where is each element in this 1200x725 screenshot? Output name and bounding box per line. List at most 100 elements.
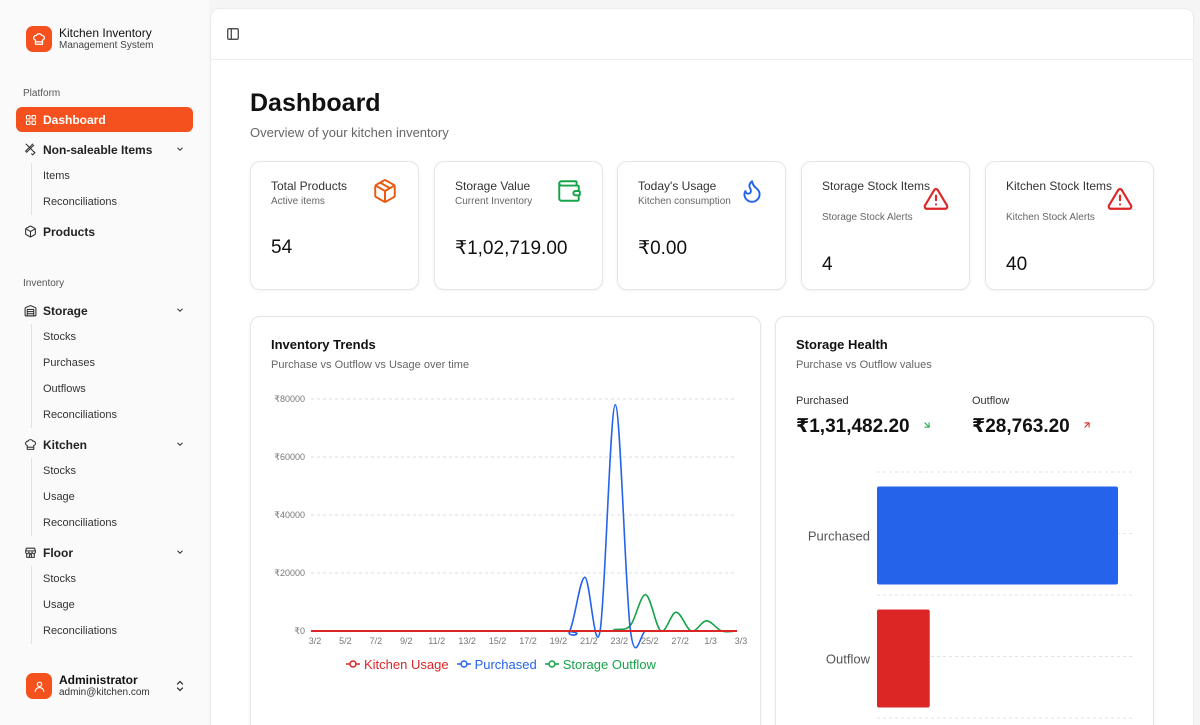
- series-line-purchased: [311, 403, 737, 649]
- x-tick-label: 27/2: [671, 636, 689, 646]
- x-tick-label: 15/2: [489, 636, 507, 646]
- stat-card-total-products[interactable]: Total Products Active items 54: [250, 161, 419, 290]
- stat-subtitle: Active items: [271, 196, 325, 207]
- sidebar-subitem-stocks[interactable]: Stocks: [43, 331, 77, 343]
- panel-title: Storage Health: [796, 337, 888, 352]
- stat-card-storage-stock-items[interactable]: Storage Stock Items Storage Stock Alerts…: [801, 161, 970, 290]
- sidebar-item-dashboard[interactable]: Dashboard: [16, 107, 193, 132]
- wallet-icon: [556, 178, 582, 204]
- stat-value: 40: [1006, 254, 1028, 275]
- y-tick-label: ₹20000: [274, 568, 305, 578]
- sidebar-subitem-stocks[interactable]: Stocks: [43, 465, 77, 477]
- stat-title: Storage Stock Items: [822, 179, 931, 193]
- sidebar-item-products[interactable]: Products: [16, 219, 193, 244]
- stat-card-storage-value[interactable]: Storage Value Current Inventory ₹1,02,71…: [434, 161, 603, 290]
- stat-value: 4: [822, 254, 833, 275]
- stat-card-kitchen-stock-items[interactable]: Kitchen Stock Items Kitchen Stock Alerts…: [985, 161, 1154, 290]
- chevron-down-icon[interactable]: [175, 439, 185, 449]
- arrow-up-right-icon: [1082, 419, 1092, 433]
- main-panel: Dashboard Overview of your kitchen inven…: [210, 8, 1194, 725]
- legend-item-storage-outflow[interactable]: Storage Outflow: [544, 657, 656, 672]
- chef-hat-icon: [24, 438, 37, 451]
- stat-title: Today's Usage: [638, 179, 717, 193]
- y-tick-label: ₹60000: [274, 452, 305, 462]
- sidebar-subitem-usage[interactable]: Usage: [43, 599, 75, 611]
- brand[interactable]: Kitchen Inventory Management System: [26, 26, 154, 52]
- user-avatar-icon: [26, 673, 52, 699]
- category-label: Purchased: [808, 529, 870, 544]
- utensils-crossed-icon: [24, 143, 37, 156]
- alert-triangle-icon: [1107, 186, 1133, 212]
- sidebar-subitem-reconciliations[interactable]: Reconciliations: [43, 517, 117, 529]
- x-tick-label: 3/2: [309, 636, 322, 646]
- chevron-down-icon[interactable]: [175, 547, 185, 557]
- sidebar-item-label: Floor: [43, 545, 73, 560]
- panel-subtitle: Purchase vs Outflow vs Usage over time: [271, 359, 470, 371]
- sidebar-subitem-reconciliations[interactable]: Reconciliations: [43, 409, 117, 421]
- legend-label: Storage Outflow: [562, 657, 656, 672]
- purchased-value: ₹1,31,482.20: [796, 416, 910, 437]
- store-icon: [24, 546, 37, 559]
- health-chart: Purchased Outflow: [808, 471, 1135, 719]
- legend-item-purchased[interactable]: Purchased: [456, 657, 537, 672]
- bar-outflow[interactable]: [877, 609, 930, 708]
- sidebar-subitem-outflows[interactable]: Outflows: [43, 383, 86, 395]
- app-subtitle: Management System: [59, 40, 154, 51]
- y-tick-label: ₹80000: [274, 394, 305, 404]
- chevrons-up-down-icon[interactable]: [174, 679, 186, 693]
- chevron-down-icon[interactable]: [175, 144, 185, 154]
- sidebar-item-floor[interactable]: Floor: [16, 540, 193, 565]
- section-label-platform: Platform: [23, 88, 61, 99]
- sidebar-subitem-reconciliations[interactable]: Reconciliations: [43, 625, 117, 637]
- panel-left-icon[interactable]: [226, 27, 240, 41]
- sidebar: Kitchen Inventory Management System Plat…: [0, 0, 209, 725]
- user-email: admin@kitchen.com: [59, 687, 150, 698]
- panel-subtitle: Purchase vs Outflow values: [796, 359, 932, 371]
- package-icon: [24, 225, 37, 238]
- storage-health-card: Storage Health Purchase vs Outflow value…: [775, 316, 1154, 725]
- legend-marker: [456, 657, 471, 672]
- chart-legend: Kitchen Usage Purchased Storage Outflow: [346, 657, 664, 672]
- stat-card-todays-usage[interactable]: Today's Usage Kitchen consumption ₹0.00: [617, 161, 786, 290]
- x-tick-label: 21/2: [580, 636, 598, 646]
- sidebar-subitem-usage[interactable]: Usage: [43, 491, 75, 503]
- y-tick-label: ₹0: [294, 626, 305, 636]
- sidebar-subitem-items[interactable]: Items: [43, 170, 70, 182]
- sidebar-item-label: Kitchen: [43, 437, 88, 452]
- legend-marker: [544, 657, 559, 672]
- page-subtitle: Overview of your kitchen inventory: [250, 125, 449, 140]
- submenu-line: [31, 163, 32, 215]
- chevron-down-icon[interactable]: [175, 305, 185, 315]
- stat-title: Total Products: [271, 179, 348, 193]
- sidebar-subitem-purchases[interactable]: Purchases: [43, 357, 95, 369]
- panel-title: Inventory Trends: [271, 337, 376, 352]
- sidebar-subitem-reconciliations[interactable]: Reconciliations: [43, 196, 117, 208]
- x-tick-label: 3/3: [735, 636, 748, 646]
- sidebar-item-non-saleable[interactable]: Non-saleable Items: [16, 137, 193, 162]
- stat-subtitle: Kitchen Stock Alerts: [1006, 212, 1095, 223]
- x-tick-label: 5/2: [339, 636, 352, 646]
- bar-purchased[interactable]: [877, 486, 1118, 585]
- warehouse-icon: [24, 304, 37, 317]
- package-icon: [372, 178, 398, 204]
- x-tick-label: 9/2: [400, 636, 413, 646]
- purchased-label: Purchased: [796, 395, 849, 407]
- x-tick-label: 13/2: [458, 636, 476, 646]
- sidebar-item-kitchen[interactable]: Kitchen: [16, 432, 193, 457]
- user-menu[interactable]: Administrator admin@kitchen.com: [26, 673, 186, 699]
- stat-value: 54: [271, 237, 293, 258]
- sidebar-subitem-stocks[interactable]: Stocks: [43, 573, 77, 585]
- legend-marker: [346, 657, 360, 672]
- x-tick-label: 7/2: [370, 636, 383, 646]
- section-label-inventory: Inventory: [23, 278, 65, 289]
- stat-value: ₹1,02,719.00: [455, 238, 568, 259]
- stat-subtitle: Storage Stock Alerts: [822, 212, 913, 223]
- category-label: Outflow: [826, 652, 871, 667]
- legend-label: Kitchen Usage: [364, 657, 449, 672]
- sidebar-item-label: Dashboard: [43, 112, 106, 127]
- stat-title: Kitchen Stock Items: [1006, 179, 1113, 193]
- submenu-line: [31, 458, 32, 536]
- sidebar-item-storage[interactable]: Storage: [16, 298, 193, 323]
- outflow-value: ₹28,763.20: [972, 416, 1070, 437]
- legend-item-kitchen-usage[interactable]: Kitchen Usage: [346, 657, 449, 672]
